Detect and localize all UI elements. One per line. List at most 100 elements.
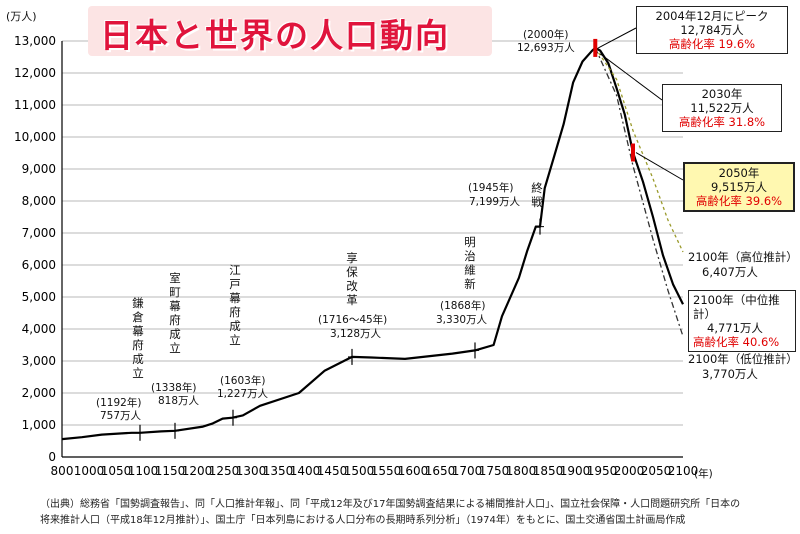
y2030-leader <box>599 53 663 101</box>
meiji-year-label: (1868年) <box>440 300 486 312</box>
muromachi-pop-label: 818万人 <box>158 395 200 407</box>
y-tick-label: 9,000 <box>22 162 56 176</box>
x-tick-label: 1100 <box>128 464 159 478</box>
peak-aging: 高齢化率 19.6% <box>668 37 756 51</box>
x-tick-label: 1950 <box>587 464 618 478</box>
series-low <box>594 47 684 337</box>
x-tick-label: 1800 <box>506 464 537 478</box>
y-tick-label: 2,000 <box>22 386 56 400</box>
kamakura-pop-label: 757万人 <box>100 410 142 422</box>
x-tick-label: 1050 <box>101 464 132 478</box>
edo-year-label: (1603年) <box>220 375 266 387</box>
kyoho-pop-label: 3,128万人 <box>330 328 382 340</box>
mid-title: 2100年（中位推計） <box>693 293 780 321</box>
series-actual <box>61 47 597 441</box>
x-tick-label: 1250 <box>209 464 240 478</box>
x-tick-label: 2050 <box>641 464 672 478</box>
y2050-leader <box>635 152 684 181</box>
y2000-year-label: (2000年) <box>523 29 569 41</box>
leader-lines <box>598 27 684 181</box>
series-high <box>594 47 684 253</box>
x-tick-label: 2000 <box>614 464 645 478</box>
meiji-event-label: 明治維新 <box>464 235 476 291</box>
y2050-aging: 高齢化率 39.6% <box>695 194 783 208</box>
x-tick-label: 1900 <box>560 464 591 478</box>
kyoho-year-label: (1716～45年) <box>318 314 388 326</box>
highlight-marker <box>593 38 598 57</box>
x-tick-label: 1350 <box>263 464 294 478</box>
x-tick-label: 1150 <box>155 464 186 478</box>
mid-pop: 4,771万人 <box>707 321 763 335</box>
y2030-aging: 高齢化率 31.8% <box>678 115 766 129</box>
y2030-pop: 11,522万人 <box>690 101 754 115</box>
x-tick-label: 1850 <box>533 464 564 478</box>
low-title: 2100年（低位推計） <box>688 352 798 366</box>
x-tick-label: 1450 <box>317 464 348 478</box>
y2030-title: 2030年 <box>701 87 743 101</box>
high-title: 2100年（高位推計） <box>688 250 798 264</box>
x-unit-label: (年) <box>694 468 713 480</box>
y-tick-label: 10,000 <box>14 130 56 144</box>
peak-pop: 12,784万人 <box>680 23 744 37</box>
x-axis-ticks: 800 1000105011001150120012501300135014001… <box>51 464 699 478</box>
kamakura-year-label: (1192年) <box>96 397 142 409</box>
y-tick-label: 5,000 <box>22 290 56 304</box>
y-tick-label: 4,000 <box>22 322 56 336</box>
kyoho-event-label: 享保改革 <box>346 251 358 307</box>
war-pop-label: 7,199万人 <box>469 196 521 208</box>
x-tick-label: 1750 <box>479 464 510 478</box>
war-event-label: 終戦 <box>531 181 543 209</box>
x-tick-label: 1550 <box>371 464 402 478</box>
y2030-callout: 2030年 11,522万人 高齢化率 31.8% <box>662 84 782 132</box>
y2050-callout: 2050年 9,515万人 高齢化率 39.6% <box>683 162 795 212</box>
y2000-pop-label: 12,693万人 <box>517 42 575 54</box>
y-axis-ticks: 0 1,000 2,000 3,000 4,000 5,000 6,000 7,000 8,00… <box>14 34 56 464</box>
meiji-pop-label: 3,330万人 <box>436 314 488 326</box>
edo-pop-label: 1,227万人 <box>217 388 269 400</box>
y-tick-label: 0 <box>48 450 56 464</box>
kamakura-event-label: 鎌倉幕府成立 <box>132 296 144 380</box>
peak-callout: 2004年12月にピーク 12,784万人 高齢化率 19.6% <box>636 6 788 54</box>
x-tick-label: 1400 <box>290 464 321 478</box>
chart-title: 日本と世界の人口動向 <box>100 16 450 55</box>
x-tick-label: 800 <box>51 464 74 478</box>
low-pop: 3,770万人 <box>702 367 758 381</box>
y-tick-label: 7,000 <box>22 226 56 240</box>
highlight-marker <box>631 143 635 162</box>
y-unit-label: (万人) <box>6 10 37 23</box>
x-tick-label: 1700 <box>452 464 483 478</box>
title-banner <box>88 6 492 56</box>
muromachi-year-label: (1338年) <box>151 382 197 394</box>
x-tick-label: 1500 <box>344 464 375 478</box>
y2050-title: 2050年 <box>718 166 760 180</box>
source-note: （出典）総務省「国勢調査報告」、同「人口推計年報」、同「平成12年及び17年国勢… <box>40 497 770 529</box>
y-tick-label: 6,000 <box>22 258 56 272</box>
y-tick-label: 3,000 <box>22 354 56 368</box>
war-year-label: (1945年) <box>468 182 514 194</box>
y-tick-label: 1,000 <box>22 418 56 432</box>
low-variant-label: 2100年（低位推計） 3,770万人 <box>688 352 798 382</box>
x-tick-label: 2100 <box>668 464 699 478</box>
y-tick-label: 13,000 <box>14 34 56 48</box>
x-tick-label: 1200 <box>182 464 213 478</box>
high-pop: 6,407万人 <box>702 265 758 279</box>
source-line-1: （出典）総務省「国勢調査報告」、同「人口推計年報」、同「平成12年及び17年国勢… <box>40 499 741 510</box>
y-tick-label: 12,000 <box>14 66 56 80</box>
series-lines <box>61 46 684 441</box>
peak-title: 2004年12月にピーク <box>655 9 769 23</box>
event-marks <box>136 38 635 441</box>
source-line-2: 将来推計人口（平成18年12月推計）」、国土庁「日本列島における人口分布の長期時… <box>40 515 686 526</box>
y-tick-label: 8,000 <box>22 194 56 208</box>
x-tick-label: 1650 <box>425 464 456 478</box>
y2050-pop: 9,515万人 <box>711 180 767 194</box>
edo-event-label: 江戸幕府成立 <box>229 263 241 347</box>
mid-aging: 高齢化率 40.6% <box>693 335 780 349</box>
muromachi-event-label: 室町幕府成立 <box>169 271 181 355</box>
x-tick-label: 1300 <box>236 464 267 478</box>
high-variant-label: 2100年（高位推計） 6,407万人 <box>688 250 798 280</box>
peak-leader <box>598 27 637 49</box>
y-tick-label: 11,000 <box>14 98 56 112</box>
mid-callout: 2100年（中位推計） 4,771万人 高齢化率 40.6% <box>688 290 796 352</box>
x-tick-label: 1600 <box>398 464 429 478</box>
